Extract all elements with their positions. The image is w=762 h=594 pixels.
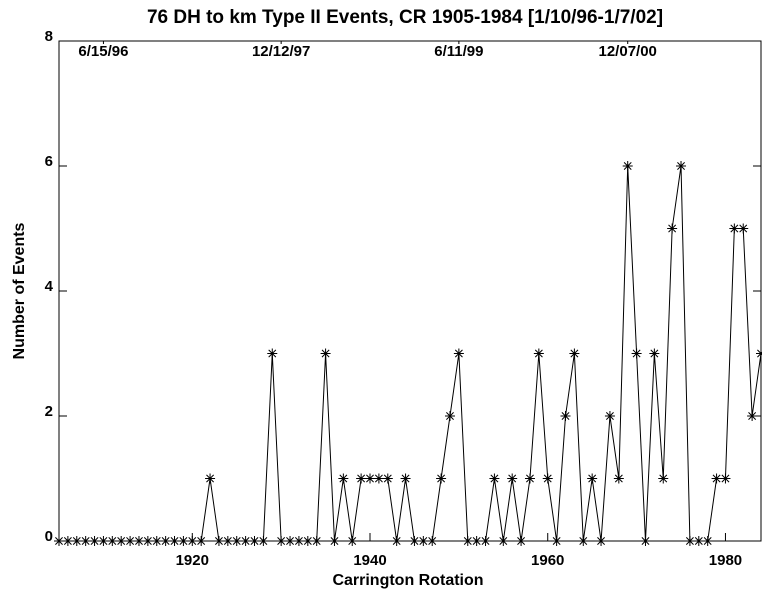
- data-marker: [302, 536, 313, 546]
- y-tick-label: 2: [45, 403, 53, 420]
- data-marker: [373, 473, 384, 484]
- data-marker: [587, 473, 598, 484]
- data-marker: [658, 473, 669, 484]
- y-tick-label: 8: [45, 28, 53, 45]
- data-marker: [62, 536, 73, 546]
- data-marker: [462, 536, 473, 546]
- data-marker: [747, 411, 758, 421]
- data-marker: [258, 536, 269, 546]
- data-marker: [578, 536, 589, 546]
- data-marker: [276, 536, 287, 546]
- top-tick-label: 6/15/96: [78, 43, 128, 60]
- data-marker: [667, 223, 678, 234]
- data-marker: [98, 536, 109, 546]
- data-marker: [285, 536, 296, 546]
- data-marker: [382, 473, 393, 484]
- data-marker: [54, 536, 64, 546]
- data-marker: [293, 536, 304, 546]
- data-marker: [711, 473, 722, 484]
- y-tick-label: 6: [45, 153, 53, 170]
- data-marker: [596, 536, 607, 546]
- data-marker: [391, 536, 402, 546]
- data-marker: [702, 536, 713, 546]
- data-marker: [205, 473, 216, 484]
- data-marker: [80, 536, 91, 546]
- data-marker: [231, 536, 242, 546]
- data-marker: [356, 473, 367, 484]
- data-marker: [720, 473, 731, 484]
- data-marker: [267, 348, 278, 359]
- y-axis-label: Number of Events: [11, 222, 28, 359]
- x-tick-label: 1960: [531, 552, 564, 569]
- chart-title: 76 DH to km Type II Events, CR 1905-1984…: [147, 7, 663, 28]
- data-marker: [507, 473, 518, 484]
- data-marker: [676, 161, 687, 171]
- data-marker: [489, 473, 500, 484]
- data-marker: [604, 411, 615, 421]
- data-marker: [222, 536, 233, 546]
- top-tick-label: 12/12/97: [252, 43, 310, 60]
- x-axis-label: Carrington Rotation: [332, 572, 483, 589]
- data-marker: [436, 473, 447, 484]
- y-tick-label: 0: [45, 528, 53, 545]
- data-marker: [560, 411, 571, 421]
- data-marker: [738, 223, 749, 234]
- data-marker: [178, 536, 189, 546]
- data-marker: [524, 473, 535, 484]
- data-marker: [133, 536, 144, 546]
- data-marker: [338, 473, 349, 484]
- data-marker: [471, 536, 482, 546]
- data-marker: [409, 536, 420, 546]
- x-tick-label: 1980: [709, 552, 742, 569]
- data-marker: [498, 536, 509, 546]
- y-tick-label: 4: [45, 278, 54, 295]
- data-marker: [329, 536, 340, 546]
- data-marker: [125, 536, 136, 546]
- data-marker: [569, 348, 580, 359]
- data-marker: [365, 473, 376, 484]
- data-marker: [729, 223, 740, 234]
- top-tick-label: 6/11/99: [434, 43, 483, 60]
- data-marker: [533, 348, 544, 359]
- data-marker: [453, 348, 464, 359]
- data-marker: [116, 536, 127, 546]
- data-marker: [213, 536, 224, 546]
- data-marker: [516, 536, 527, 546]
- data-marker: [693, 536, 704, 546]
- data-marker: [196, 536, 207, 546]
- data-marker: [622, 161, 633, 171]
- data-marker: [347, 536, 358, 546]
- data-marker: [311, 536, 322, 546]
- data-marker: [151, 536, 162, 546]
- data-marker: [649, 348, 660, 359]
- data-marker: [142, 536, 153, 546]
- data-marker: [551, 536, 562, 546]
- data-marker: [756, 348, 762, 359]
- data-marker: [169, 536, 180, 546]
- data-marker: [684, 536, 695, 546]
- data-marker: [613, 473, 624, 484]
- data-marker: [542, 473, 553, 484]
- data-marker: [71, 536, 82, 546]
- data-marker: [480, 536, 491, 546]
- data-marker: [427, 536, 438, 546]
- data-marker: [418, 536, 429, 546]
- data-marker: [249, 536, 260, 546]
- top-tick-label: 12/07/00: [599, 43, 657, 60]
- data-marker: [89, 536, 100, 546]
- data-marker: [320, 348, 331, 359]
- data-marker: [107, 536, 118, 546]
- data-marker: [400, 473, 411, 484]
- data-marker: [240, 536, 251, 546]
- x-tick-label: 1940: [353, 552, 386, 569]
- data-marker: [640, 536, 651, 546]
- x-tick-label: 1920: [176, 552, 209, 569]
- data-marker: [187, 536, 198, 546]
- data-marker: [444, 411, 455, 421]
- data-marker: [160, 536, 171, 546]
- data-marker: [631, 348, 642, 359]
